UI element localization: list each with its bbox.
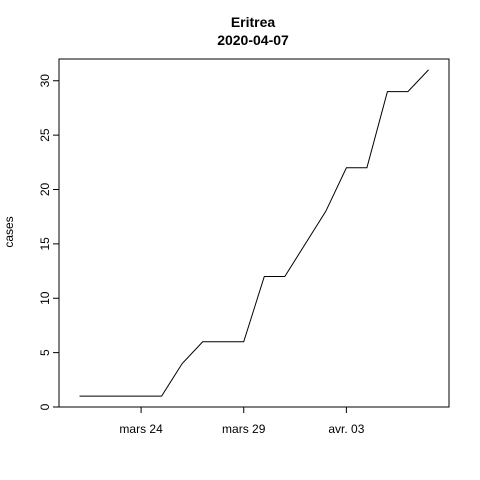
y-tick-label: 5	[38, 349, 52, 356]
y-tick-label: 20	[38, 183, 52, 197]
y-tick-label: 30	[38, 74, 52, 88]
plot-frame	[58, 58, 450, 408]
y-tick-label: 10	[38, 291, 52, 305]
y-tick-label: 0	[38, 403, 52, 410]
y-axis-label: cases	[2, 216, 16, 247]
y-axis: 0 5 10 15 20 25 30	[38, 74, 60, 410]
x-axis: mars 24 mars 29 avr. 03	[119, 406, 365, 436]
x-tick-label: mars 24	[119, 422, 163, 436]
y-tick-label: 25	[38, 128, 52, 142]
series-line-group	[79, 69, 429, 397]
series-line	[79, 69, 429, 397]
chart-title: Eritrea	[231, 14, 276, 30]
x-tick-label: avr. 03	[328, 422, 364, 436]
chart-subtitle: 2020-04-07	[217, 32, 289, 48]
x-tick-label: mars 29	[222, 422, 266, 436]
y-tick-label: 15	[38, 237, 52, 251]
